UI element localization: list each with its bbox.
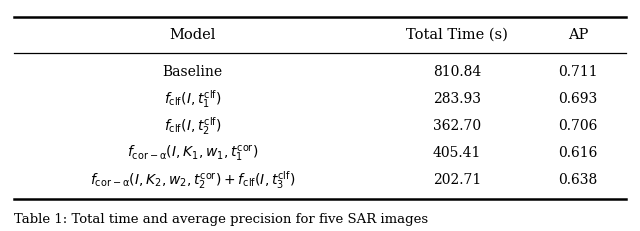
Text: 202.71: 202.71	[433, 173, 481, 187]
Text: 0.638: 0.638	[559, 173, 598, 187]
Text: 0.711: 0.711	[558, 65, 598, 79]
Text: Total Time (s): Total Time (s)	[406, 28, 508, 42]
Text: 810.84: 810.84	[433, 65, 481, 79]
Text: 362.70: 362.70	[433, 119, 481, 133]
Text: AP: AP	[568, 28, 588, 42]
Text: Baseline: Baseline	[163, 65, 223, 79]
Text: $f_{\mathrm{cor-\alpha}}(I, K_1, w_1, t_1^{\mathrm{cor}})$: $f_{\mathrm{cor-\alpha}}(I, K_1, w_1, t_…	[127, 143, 259, 163]
Text: 283.93: 283.93	[433, 92, 481, 106]
Text: $f_{\mathrm{clf}}(I, t_2^{\mathrm{clf}})$: $f_{\mathrm{clf}}(I, t_2^{\mathrm{clf}})…	[164, 115, 221, 137]
Text: 0.706: 0.706	[558, 119, 598, 133]
Text: 0.693: 0.693	[559, 92, 598, 106]
Text: 405.41: 405.41	[433, 146, 481, 160]
Text: Model: Model	[170, 28, 216, 42]
Text: 0.616: 0.616	[558, 146, 598, 160]
Text: $f_{\mathrm{clf}}(I, t_1^{\mathrm{clf}})$: $f_{\mathrm{clf}}(I, t_1^{\mathrm{clf}})…	[164, 88, 221, 110]
Text: Table 1: Total time and average precision for five SAR images: Table 1: Total time and average precisio…	[14, 213, 428, 226]
Text: $f_{\mathrm{cor-\alpha}}(I, K_2, w_2, t_2^{\mathrm{cor}}) + f_{\mathrm{clf}}(I, : $f_{\mathrm{cor-\alpha}}(I, K_2, w_2, t_…	[90, 169, 296, 191]
